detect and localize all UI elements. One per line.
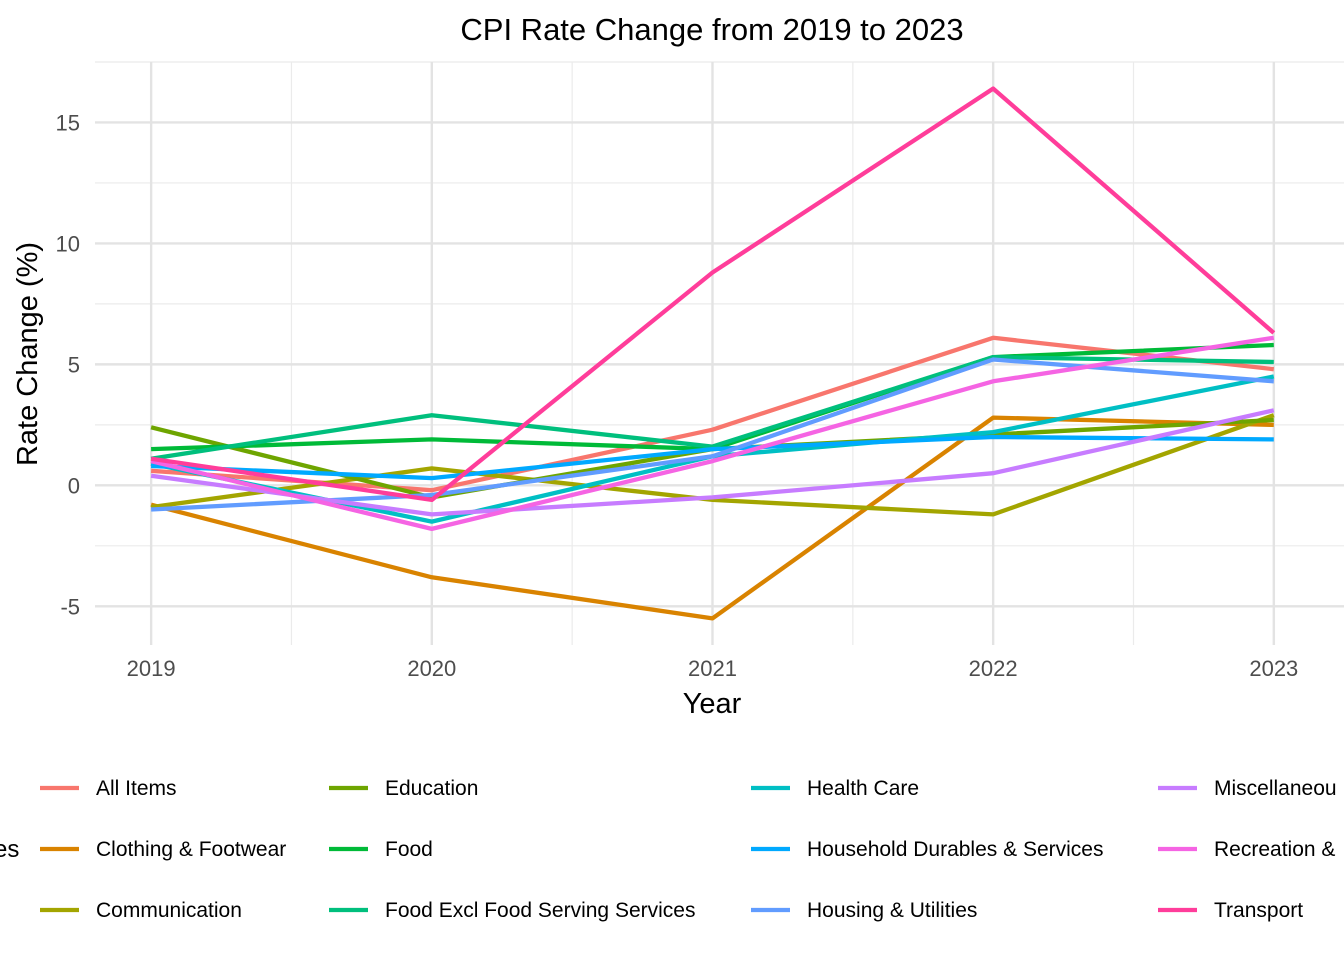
series-line-recreation-culture: [150, 335, 1275, 532]
legend-label-clothing-footwear: Clothing & Footwear: [96, 838, 286, 861]
legend-title: es: [0, 836, 19, 863]
y-tick-label: 0: [68, 473, 80, 498]
legend-label-food: Food: [385, 838, 433, 861]
grid-major: [95, 62, 1344, 645]
y-tick-label: 15: [56, 110, 80, 135]
legend-label-transport: Transport: [1214, 899, 1303, 922]
series-line-household-durables-services: [151, 434, 1274, 481]
y-tick-label: 5: [68, 352, 80, 377]
legend-label-household-durables-services: Household Durables & Services: [807, 838, 1103, 861]
series-line-food-excl-food-serving-services: [150, 354, 1274, 461]
legend-label-miscellaneous-goods-services: Miscellaneou: [1214, 777, 1337, 800]
legend-label-recreation-culture: Recreation &: [1214, 838, 1335, 861]
series-line-transport: [150, 86, 1276, 503]
legend-label-communication: Communication: [96, 899, 242, 922]
x-tick-label: 2019: [127, 656, 176, 681]
series-line-all-items: [150, 335, 1275, 493]
grid-minor: [95, 61, 1344, 645]
y-tick-labels: -5 0 5 10 15: [56, 110, 80, 619]
legend: All Items Clothing & Footwear Communicatio…: [40, 777, 1337, 922]
y-tick-label: 10: [56, 231, 80, 256]
y-axis-title: Rate Change (%): [12, 242, 44, 466]
legend-label-education: Education: [385, 777, 478, 800]
x-axis-title: Year: [683, 688, 742, 720]
x-tick-label: 2023: [1249, 656, 1298, 681]
chart-title: CPI Rate Change from 2019 to 2023: [460, 12, 963, 47]
legend-label-housing-utilities: Housing & Utilities: [807, 899, 977, 922]
legend-label-food-excl-food-serving-services: Food Excl Food Serving Services: [385, 899, 695, 922]
x-tick-label: 2021: [688, 656, 737, 681]
series-lines: [150, 86, 1276, 621]
x-tick-label: 2022: [969, 656, 1018, 681]
x-tick-label: 2020: [407, 656, 456, 681]
legend-label-health-care: Health Care: [807, 777, 919, 800]
legend-label-all-items: All Items: [96, 777, 177, 800]
series-line-communication: [150, 413, 1275, 517]
x-tick-labels: 2019 2020 2021 2022 2023: [127, 656, 1299, 681]
series-line-miscellaneous-goods-services: [150, 408, 1275, 517]
series-line-clothing-footwear: [150, 415, 1274, 621]
y-tick-label: -5: [60, 594, 80, 619]
